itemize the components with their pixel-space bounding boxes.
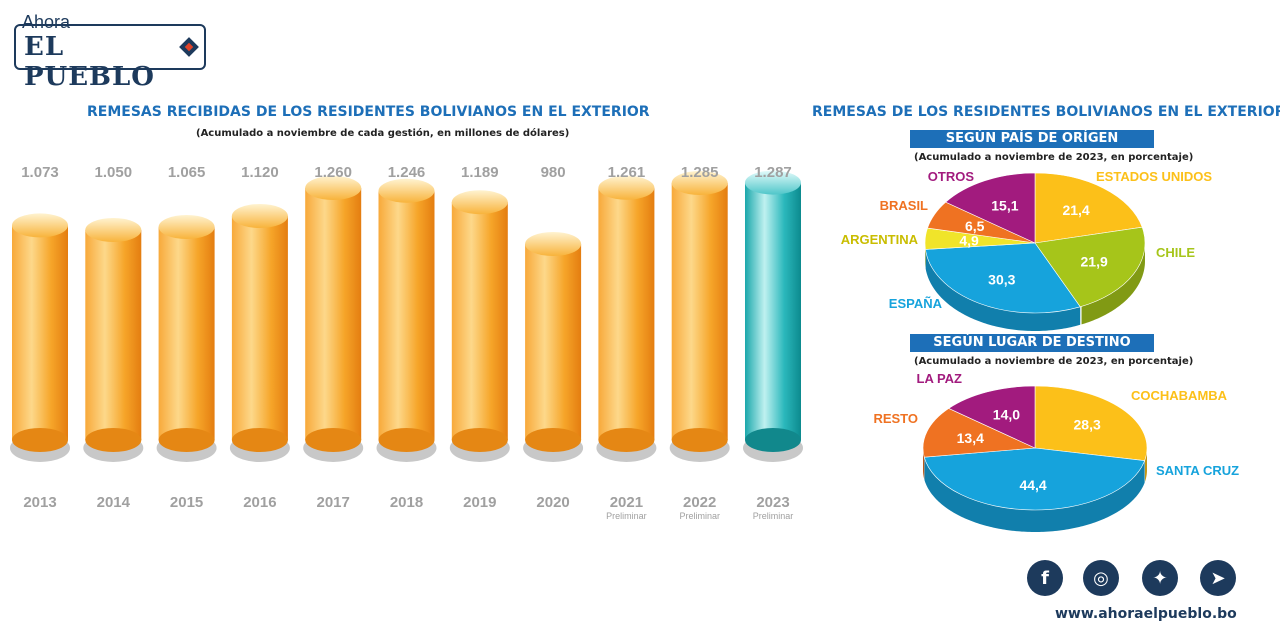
slice-label: COCHABAMBA bbox=[1131, 388, 1228, 403]
value-label: 1.050 bbox=[95, 164, 133, 181]
logo-ahora: Ahora bbox=[22, 12, 71, 32]
slice-value: 15,1 bbox=[991, 198, 1018, 214]
pie-side bbox=[1144, 448, 1147, 482]
value-label: 1.260 bbox=[314, 164, 352, 181]
pie-slice-españa bbox=[925, 242, 1081, 314]
slice-label: LA PAZ bbox=[917, 371, 963, 386]
pie1-subtitle: (Acumulado a noviembre de 2023, en porce… bbox=[914, 152, 1194, 163]
instagram-icon[interactable]: ◎ bbox=[1083, 560, 1119, 596]
category-label: 2020 bbox=[536, 494, 569, 511]
slice-value: 30,3 bbox=[988, 271, 1015, 287]
logo-frame bbox=[14, 24, 206, 70]
logo-name: EL PUEBLO bbox=[24, 32, 155, 92]
website-link[interactable]: www.ahoraelpueblo.bo bbox=[1055, 606, 1237, 622]
pie-side bbox=[924, 457, 1145, 532]
facebook-icon[interactable]: f bbox=[1027, 560, 1063, 596]
category-label: 2016 bbox=[243, 494, 276, 511]
bar-2016 bbox=[229, 204, 290, 462]
pie2-header: SEGÚN LUGAR DE DESTINO bbox=[910, 334, 1154, 352]
pie-slice-estados-unidos bbox=[1034, 172, 1143, 244]
pie2-subtitle: (Acumulado a noviembre de 2023, en porce… bbox=[914, 356, 1194, 367]
bar-2023 bbox=[743, 170, 803, 462]
pie-section-title: REMESAS DE LOS RESIDENTES BOLIVIANOS EN … bbox=[812, 104, 1280, 120]
pie-slice-la-paz bbox=[948, 385, 1036, 449]
slice-value: 4,9 bbox=[959, 232, 979, 248]
value-label: 1.189 bbox=[461, 164, 499, 181]
category-label: 2022 bbox=[683, 494, 716, 511]
slice-label: ESPAÑA bbox=[889, 296, 943, 311]
pie-chart-destination: 28,3 44,4 13,4 14,0 COCHABAMBA SANTA CRUZ REST… bbox=[873, 371, 1239, 532]
value-label: 980 bbox=[541, 164, 566, 181]
slice-value: 21,9 bbox=[1081, 254, 1108, 270]
twitter-icon[interactable]: ✦ bbox=[1142, 560, 1178, 596]
bar-chart: 1.073 2013 1.050 2014 1.065 2015 1.120 2016 1.26… bbox=[10, 164, 803, 521]
category-label: 2023 bbox=[756, 494, 789, 511]
bar-2013 bbox=[10, 213, 70, 462]
category-note: Preliminar bbox=[753, 511, 794, 521]
category-label: 2013 bbox=[23, 494, 56, 511]
value-label: 1.073 bbox=[21, 164, 59, 181]
bar-2019 bbox=[449, 190, 510, 462]
bar-2018 bbox=[376, 178, 437, 462]
bar-2022 bbox=[669, 171, 730, 462]
pie-chart-origin: 21,4 21,9 30,3 4,96,5 15,1 ESTADOS UNIDOS CHIL… bbox=[841, 169, 1212, 331]
slice-label: RESTO bbox=[873, 411, 918, 426]
slice-label: SANTA CRUZ bbox=[1156, 463, 1239, 478]
category-label: 2019 bbox=[463, 494, 496, 511]
pie1-header: SEGÚN PAÍS DE ORÍGEN bbox=[910, 130, 1154, 148]
telegram-icon[interactable]: ➤ bbox=[1200, 560, 1236, 596]
pie-slice-cochabamba bbox=[1034, 385, 1148, 461]
value-label: 1.065 bbox=[168, 164, 206, 181]
slice-value: 28,3 bbox=[1074, 417, 1101, 433]
category-note: Preliminar bbox=[606, 511, 647, 521]
category-label: 2015 bbox=[170, 494, 203, 511]
slice-value: 21,4 bbox=[1062, 202, 1089, 218]
pie-side bbox=[1081, 244, 1145, 325]
pie-slice-santa-cruz bbox=[923, 447, 1146, 511]
pie-slice-otros bbox=[945, 172, 1036, 244]
bar-chart-title: REMESAS RECIBIDAS DE LOS RESIDENTES BOLI… bbox=[87, 104, 650, 120]
pie-side bbox=[925, 250, 1081, 331]
logo: Ahora EL PUEBLO bbox=[12, 10, 206, 92]
slice-label: ESTADOS UNIDOS bbox=[1096, 169, 1212, 184]
slice-label: BRASIL bbox=[880, 198, 928, 213]
category-note: Preliminar bbox=[679, 511, 720, 521]
slice-label: CHILE bbox=[1156, 245, 1195, 260]
value-label: 1.285 bbox=[681, 164, 719, 181]
category-label: 2018 bbox=[390, 494, 423, 511]
bar-2020 bbox=[523, 232, 584, 462]
slice-value: 6,5 bbox=[965, 218, 985, 234]
bar-2021 bbox=[596, 175, 657, 462]
slice-value: 44,4 bbox=[1019, 477, 1046, 493]
bar-chart-subtitle: (Acumulado a noviembre de cada gestión, … bbox=[196, 128, 570, 139]
bar-2015 bbox=[156, 215, 217, 462]
pie-slice-chile bbox=[1034, 226, 1146, 308]
category-label: 2017 bbox=[317, 494, 350, 511]
category-label: 2021 bbox=[610, 494, 643, 511]
value-label: 1.246 bbox=[388, 164, 426, 181]
category-label: 2014 bbox=[97, 494, 131, 511]
pie-slice-resto bbox=[922, 408, 1037, 458]
value-label: 1.120 bbox=[241, 164, 279, 181]
value-label: 1.287 bbox=[754, 164, 792, 181]
slice-label: OTROS bbox=[928, 169, 975, 184]
slice-value: 13,4 bbox=[957, 430, 984, 446]
bar-2014 bbox=[83, 218, 144, 462]
slice-value: 14,0 bbox=[993, 406, 1020, 422]
value-label: 1.261 bbox=[608, 164, 646, 181]
bar-2017 bbox=[303, 176, 364, 462]
slice-label: ARGENTINA bbox=[841, 232, 919, 247]
